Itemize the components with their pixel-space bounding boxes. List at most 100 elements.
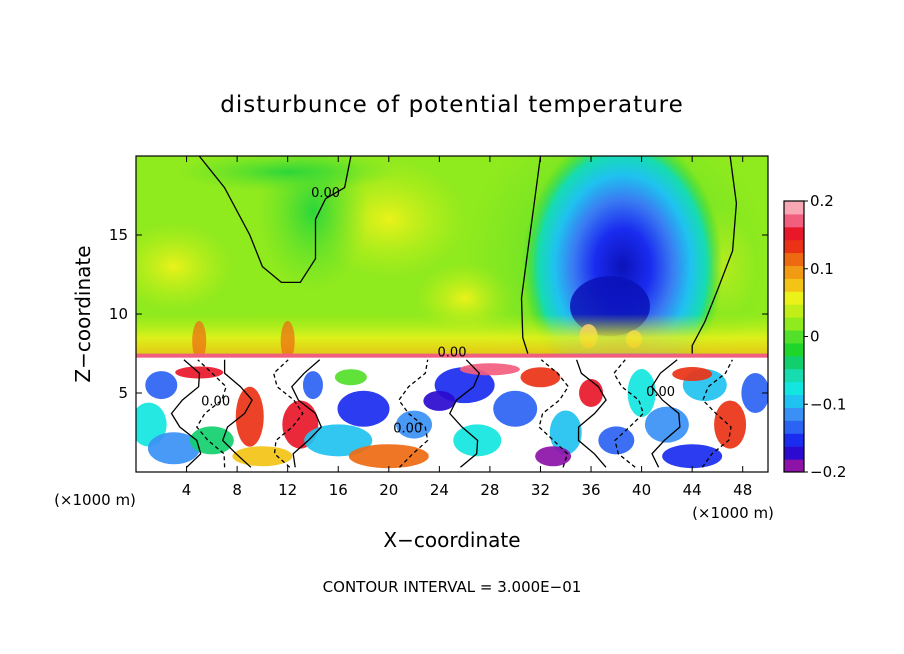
warm-plume bbox=[280, 320, 295, 361]
cool-patch bbox=[257, 156, 368, 292]
x-tick-label: 12 bbox=[278, 481, 297, 499]
turbulent-cell bbox=[189, 426, 234, 455]
contour-line bbox=[170, 359, 202, 468]
contour-line bbox=[221, 359, 253, 468]
y-tick-label: 10 bbox=[109, 305, 128, 323]
colorbar-swatch bbox=[784, 278, 804, 292]
x-tick-label: 4 bbox=[182, 481, 192, 499]
y-tick-label: 15 bbox=[109, 226, 128, 244]
turbulent-cell bbox=[549, 410, 582, 455]
contour-line bbox=[398, 359, 429, 468]
turbulent-cell bbox=[147, 432, 200, 465]
colorbar-tick-label: 0.2 bbox=[810, 192, 834, 210]
colorbar-swatch bbox=[784, 213, 804, 228]
x-axis: 4 8 12 16 20 24 28 32 36 40 44 48 bbox=[182, 156, 752, 499]
colorbar-swatch bbox=[784, 201, 804, 215]
turbulent-cell bbox=[579, 379, 604, 407]
colorbar-swatch bbox=[784, 304, 804, 318]
contour-label: 0.00 bbox=[393, 422, 422, 437]
colorbar-tick-label: 0.1 bbox=[810, 260, 834, 278]
colorbar-swatch bbox=[784, 330, 804, 344]
contour-label: 0.00 bbox=[438, 346, 467, 361]
contour-label: 0.00 bbox=[646, 385, 675, 400]
contour-zero bbox=[520, 156, 542, 354]
colorbar-swatch bbox=[784, 433, 804, 447]
turbulent-cell bbox=[741, 373, 768, 413]
contour-line bbox=[613, 359, 645, 468]
turbulent-cell bbox=[396, 410, 433, 439]
warm-patch bbox=[136, 221, 234, 312]
turbulent-cell bbox=[304, 424, 373, 457]
turbulent-cell bbox=[714, 400, 747, 449]
y-axis: 5 10 15 bbox=[109, 226, 768, 402]
upper-field bbox=[136, 156, 768, 409]
colorbar-swatch bbox=[784, 265, 804, 279]
turbulent-cell bbox=[235, 386, 264, 447]
y-tick-label: 5 bbox=[118, 384, 128, 402]
x-units-left: (×1000 m) bbox=[54, 491, 136, 509]
lower-field bbox=[136, 353, 768, 472]
colorbar-tick-label: −0.1 bbox=[810, 395, 846, 413]
inversion-line bbox=[136, 353, 768, 358]
turbulent-cell bbox=[535, 446, 572, 467]
turbulent-cell bbox=[337, 390, 390, 427]
x-tick-label: 16 bbox=[329, 481, 348, 499]
warm-band bbox=[136, 314, 768, 354]
colorbar-swatch bbox=[784, 342, 804, 357]
x-tick-label: 40 bbox=[632, 481, 651, 499]
cool-patch bbox=[177, 156, 398, 192]
turbulent-cell bbox=[348, 444, 429, 469]
y-axis-label: Z−coordinate bbox=[71, 245, 95, 382]
colorbar-swatch bbox=[784, 291, 804, 305]
colorbar-swatch bbox=[784, 446, 804, 460]
colorbar-swatch bbox=[784, 317, 804, 331]
contour-line bbox=[575, 359, 607, 468]
colorbar-swatch bbox=[784, 381, 804, 396]
turbulent-cell bbox=[627, 369, 656, 417]
colorbar-tick-label: 0 bbox=[810, 328, 820, 346]
colorbar-swatch bbox=[784, 368, 804, 383]
colorbar-swatch bbox=[784, 239, 804, 254]
chart-title: disturbunce of potential temperature bbox=[220, 92, 684, 118]
colorbar-swatch bbox=[784, 226, 804, 241]
contour-labels: 0.00 0.00 0.00 0.00 0.00 bbox=[201, 186, 675, 436]
contour-line bbox=[449, 359, 481, 468]
x-tick-label: 44 bbox=[683, 481, 702, 499]
x-units-right: (×1000 m) bbox=[692, 504, 774, 522]
turbulent-cell bbox=[520, 367, 561, 388]
turbulent-cell bbox=[423, 390, 456, 411]
turbulent-cell bbox=[334, 369, 367, 386]
turbulent-cell bbox=[598, 426, 635, 455]
turbulent-cell bbox=[232, 446, 293, 467]
colorbar-swatch bbox=[784, 459, 804, 473]
x-tick-label: 20 bbox=[379, 481, 398, 499]
colorbar-swatch bbox=[784, 407, 804, 421]
colorbar-swatch bbox=[784, 355, 804, 370]
contour-line bbox=[272, 359, 304, 468]
x-tick-label: 32 bbox=[531, 481, 550, 499]
turbulent-cell bbox=[459, 363, 520, 376]
turbulent-cell bbox=[662, 444, 723, 469]
x-tick-label: 24 bbox=[430, 481, 449, 499]
turbulent-cell bbox=[672, 367, 713, 382]
colorbar-swatch bbox=[784, 420, 804, 434]
x-tick-label: 28 bbox=[480, 481, 499, 499]
x-axis-label: X−coordinate bbox=[383, 528, 520, 552]
warm-plume bbox=[192, 320, 207, 361]
contour-interval-note: CONTOUR INTERVAL = 3.000E−01 bbox=[323, 578, 582, 596]
x-tick-label: 48 bbox=[733, 481, 752, 499]
colorbar-tick-label: −0.2 bbox=[810, 463, 846, 481]
colorbar bbox=[783, 200, 805, 473]
turbulent-cell bbox=[145, 371, 178, 400]
contour-lines bbox=[170, 156, 738, 468]
contour-zero bbox=[691, 156, 738, 354]
colorbar-swatch bbox=[784, 394, 804, 408]
contour-line bbox=[701, 359, 733, 468]
contour-label: 0.00 bbox=[201, 395, 230, 410]
x-tick-label: 8 bbox=[232, 481, 242, 499]
colorbar-labels: 0.2 0.1 0 −0.1 −0.2 bbox=[804, 192, 846, 481]
contour-line bbox=[291, 359, 323, 468]
turbulent-cell bbox=[493, 390, 538, 427]
contour-label: 0.00 bbox=[311, 186, 340, 201]
